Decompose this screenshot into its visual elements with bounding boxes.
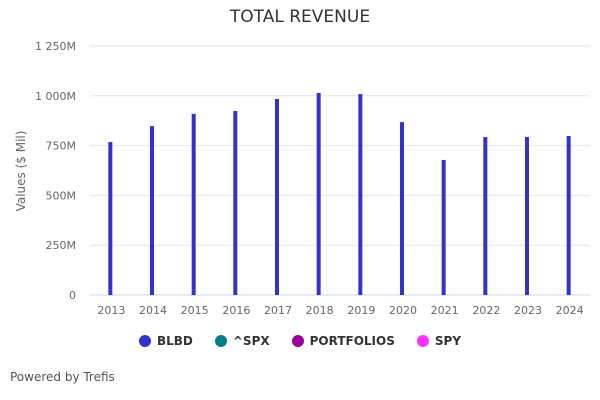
- y-tick-label: 1 000M: [35, 90, 76, 103]
- x-tick-label: 2020: [389, 304, 417, 317]
- x-tick-label: 2022: [472, 304, 500, 317]
- y-tick-label: 0: [69, 289, 76, 302]
- bar-2018[interactable]: [316, 93, 321, 295]
- bar-2016[interactable]: [233, 110, 238, 295]
- x-tick-label: 2018: [306, 304, 334, 317]
- legend-item-blbd[interactable]: BLBD: [138, 334, 193, 348]
- legend-dot-icon: [138, 335, 151, 347]
- y-tick-label: 250M: [46, 239, 77, 252]
- x-tick-label: 2015: [181, 304, 209, 317]
- bars: [108, 93, 571, 296]
- bar-2023[interactable]: [525, 137, 529, 295]
- x-tick-label: 2014: [139, 304, 167, 317]
- x-tick-label: 2016: [222, 304, 250, 317]
- x-tick-label: 2023: [514, 304, 542, 317]
- legend-label: PORTFOLIOS: [309, 334, 395, 348]
- bar-2024[interactable]: [566, 136, 571, 295]
- x-tick-label: 2021: [431, 304, 459, 317]
- y-tick-label: 500M: [46, 189, 77, 202]
- bar-2022[interactable]: [483, 137, 488, 295]
- legend-label: SPY: [434, 334, 462, 348]
- legend: BLBD ^SPX PORTFOLIOS SPY: [0, 334, 600, 348]
- legend-dot-icon: [416, 335, 429, 347]
- x-tick-label: 2017: [264, 304, 292, 317]
- legend-dot-icon: [214, 335, 227, 347]
- legend-label: BLBD: [156, 334, 193, 348]
- x-tick-label: 2019: [347, 304, 375, 317]
- bar-2020[interactable]: [400, 122, 404, 296]
- powered-by-credit[interactable]: Powered by Trefis: [10, 370, 115, 384]
- y-axis-label: Values ($ Mil): [14, 131, 28, 212]
- bar-2015[interactable]: [191, 113, 196, 295]
- legend-item-spx[interactable]: ^SPX: [214, 334, 270, 348]
- x-tick-label: 2013: [97, 304, 125, 317]
- bar-2013[interactable]: [108, 142, 113, 295]
- bar-2019[interactable]: [358, 94, 363, 295]
- y-tick-label: 1 250M: [35, 40, 76, 53]
- legend-item-portfolios[interactable]: PORTFOLIOS: [291, 334, 395, 348]
- legend-label: ^SPX: [232, 334, 270, 348]
- x-tick-label: 2024: [556, 304, 584, 317]
- bar-2014[interactable]: [150, 126, 154, 295]
- legend-item-spy[interactable]: SPY: [416, 334, 462, 348]
- gridlines: [90, 45, 590, 246]
- legend-dot-icon: [291, 335, 304, 347]
- chart-title: TOTAL REVENUE: [229, 7, 371, 27]
- y-axis-ticks: 0 250M 500M 750M 1 000M 1 250M: [35, 40, 76, 302]
- bar-2021[interactable]: [441, 159, 446, 295]
- y-tick-label: 750M: [46, 140, 77, 153]
- x-axis-ticks: 2013 2014 2015 2016 2017 2018 2019 2020 2021 2022…: [97, 304, 583, 317]
- bar-2017[interactable]: [275, 98, 279, 295]
